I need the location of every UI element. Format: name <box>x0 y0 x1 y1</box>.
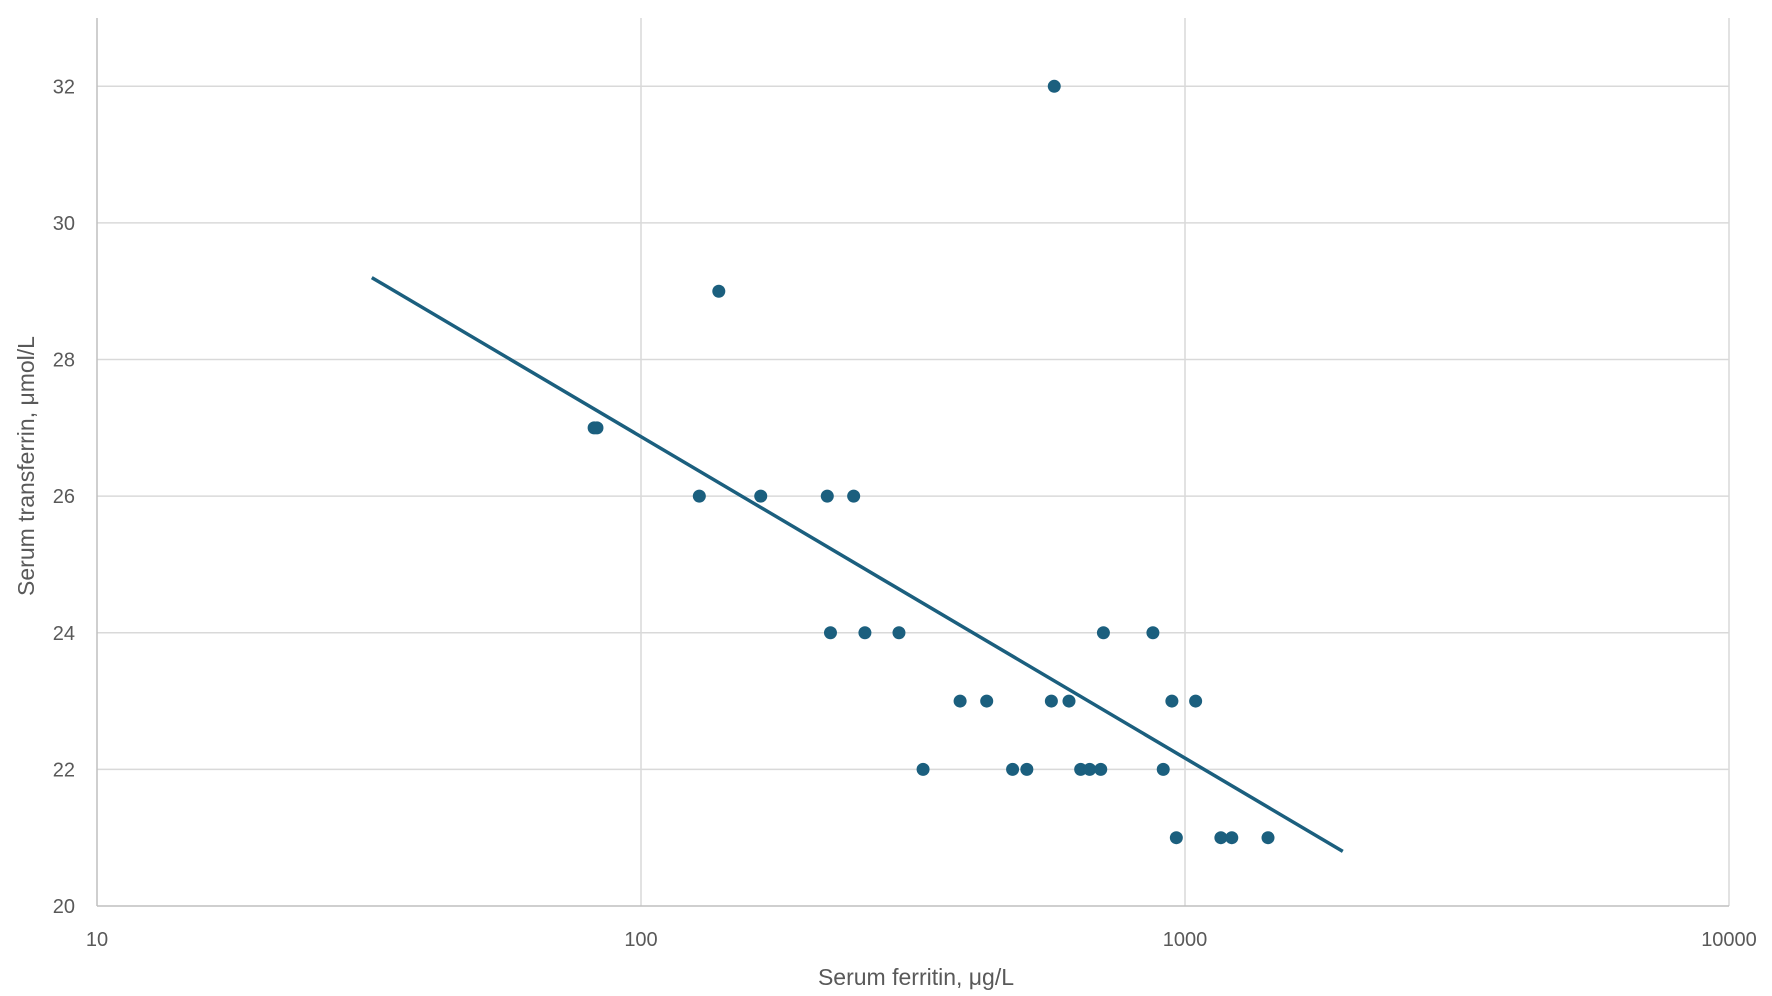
data-point <box>1214 831 1228 845</box>
data-point <box>692 489 706 503</box>
data-point <box>858 626 872 640</box>
data-point <box>590 421 604 435</box>
trendline <box>370 276 1344 853</box>
data-point <box>1146 626 1160 640</box>
x-tick-label: 100 <box>624 929 657 951</box>
data-point <box>1020 762 1034 776</box>
data-point <box>1169 831 1183 845</box>
axis-layer <box>96 18 1729 907</box>
y-tick-label: 32 <box>53 76 75 98</box>
x-tick-label: 10000 <box>1701 929 1757 951</box>
data-point <box>847 489 861 503</box>
y-tick-label: 22 <box>53 759 75 781</box>
y-tick-label: 30 <box>53 213 75 235</box>
data-point <box>823 626 837 640</box>
data-point <box>892 626 906 640</box>
x-tick-label: 10 <box>86 929 108 951</box>
x-axis-title: Serum ferritin, μg/L <box>818 964 1014 990</box>
data-point <box>1044 694 1058 708</box>
data-point <box>1261 831 1275 845</box>
trendline-layer <box>370 276 1344 853</box>
y-tick-label: 20 <box>53 896 75 918</box>
data-point <box>1165 694 1179 708</box>
data-points-layer <box>587 79 1275 845</box>
grid-layer <box>97 18 1730 906</box>
x-tick-label: 1000 <box>1163 929 1208 951</box>
data-point <box>820 489 834 503</box>
data-point <box>754 489 768 503</box>
data-point <box>1062 694 1076 708</box>
data-point <box>953 694 967 708</box>
data-point <box>1074 762 1088 776</box>
y-tick-label: 28 <box>53 350 75 372</box>
data-point <box>1047 79 1061 93</box>
data-point <box>1189 694 1203 708</box>
data-point <box>712 284 726 298</box>
tick-label-layer: 20 22 24 26 28 30 32 10 100 1000 10000 <box>53 76 1757 951</box>
data-point <box>980 694 994 708</box>
y-tick-label: 24 <box>53 623 75 645</box>
data-point <box>1006 762 1020 776</box>
data-point <box>1156 762 1170 776</box>
data-point <box>1094 762 1108 776</box>
data-point <box>1083 762 1097 776</box>
data-point <box>916 762 930 776</box>
data-point <box>1225 831 1239 845</box>
y-tick-label: 26 <box>53 486 75 508</box>
data-point <box>1096 626 1110 640</box>
y-axis-title: Serum transferrin, μmol/L <box>13 336 39 596</box>
